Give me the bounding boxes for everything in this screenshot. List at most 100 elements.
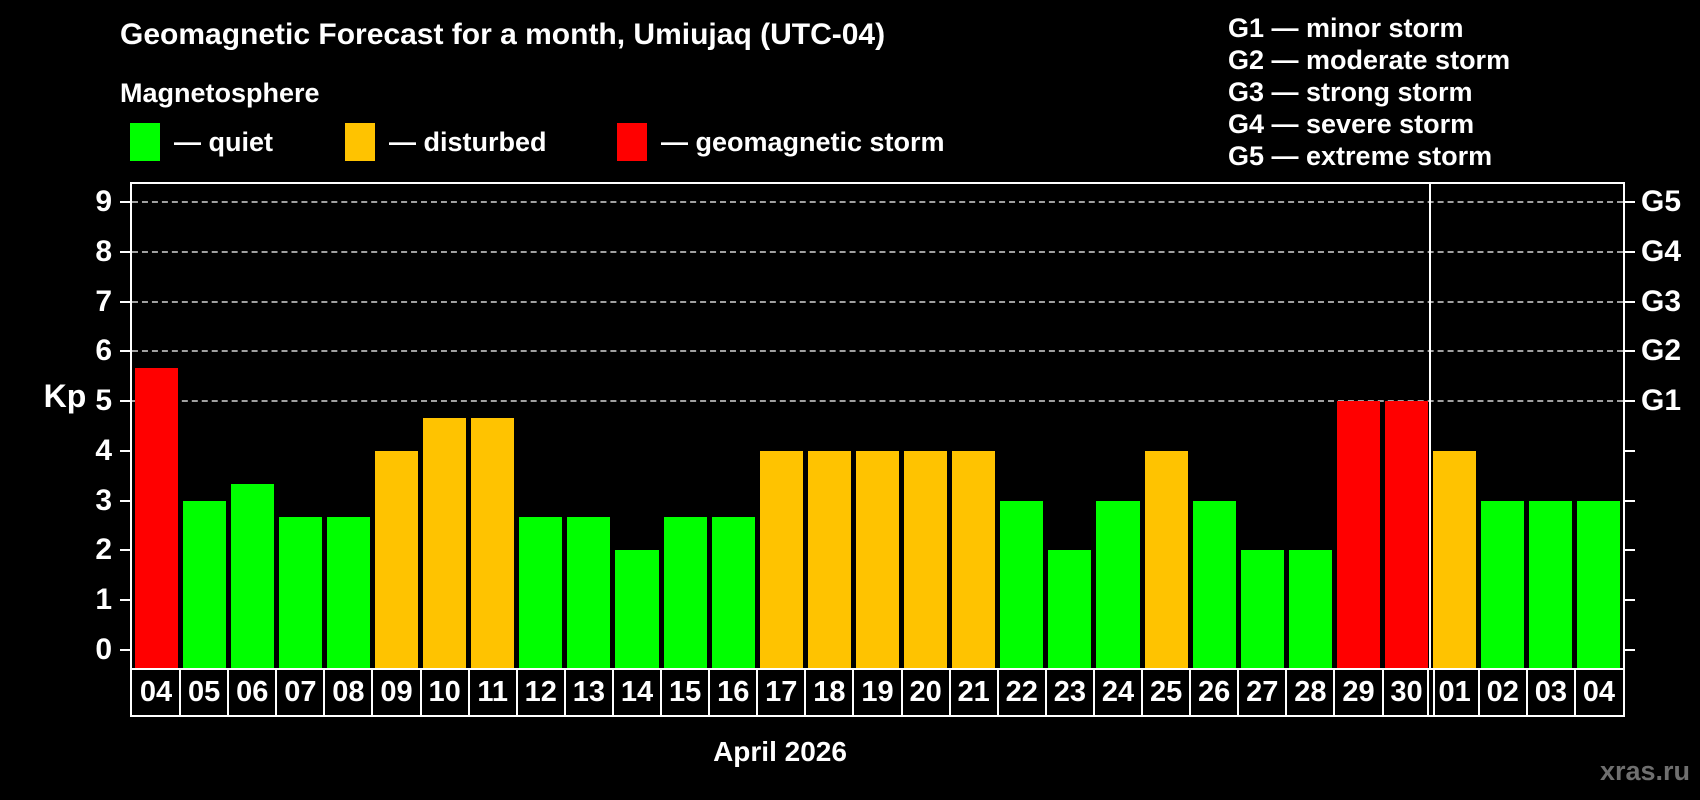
kp-bar-day-07 [278,517,322,668]
gridline-kp6 [132,350,1623,353]
kp-bar-day-05 [182,500,226,668]
day-label-27: 27 [1246,676,1279,708]
day-label-04: 04 [139,676,173,708]
day-label-21: 21 [957,676,990,708]
y-axis-label-0: 0 [95,633,112,666]
magnetosphere-label: Magnetosphere [120,78,320,108]
day-label-22: 22 [1005,676,1038,708]
day-label-04: 04 [1582,676,1616,708]
day-divider [1381,670,1384,715]
y-axis-label-3: 3 [95,483,112,517]
disturbed-color-swatch-icon [345,123,375,161]
g-legend-line-5: G5 — extreme storm [1228,141,1493,171]
g-scale-label-G4: G4 [1641,234,1682,268]
day-divider [515,670,518,715]
kp-bar-day-06 [230,484,274,668]
day-divider [1333,670,1336,715]
kp-bar-day-21 [952,450,996,668]
watermark: xras.ru [1599,756,1690,786]
y-axis-tick-left-9 [120,200,130,203]
day-label-12: 12 [524,676,557,708]
y-axis-label-7: 7 [95,284,112,318]
x-axis-day-labels: 04 05 06 07 08 09 10 11 12 13 14 15 16 17 18 19 20 21 22 23… [130,668,1625,717]
y-axis-title: Kp [43,378,87,414]
g-legend-line-1: G1 — minor storm [1228,13,1464,43]
legend-label-disturbed: — disturbed [389,126,547,157]
kp-bar-day-04 [134,367,178,668]
kp-bar-day-30 [1385,401,1429,668]
legend-label-storm: — geomagnetic storm [661,126,945,157]
kp-bar-day-13 [567,517,611,668]
day-divider [1477,670,1480,715]
day-divider [467,670,470,715]
gridline-kp7 [132,300,1623,303]
y-axis-tick-left-2 [120,549,130,552]
day-divider [1189,670,1192,715]
kp-bar-day-26 [1192,500,1236,668]
x-axis-title: April 2026 [713,736,847,767]
g-legend-line-4: G4 — severe storm [1228,109,1475,139]
g-scale-label-G3: G3 [1641,284,1682,318]
day-divider [1525,670,1528,715]
y-axis-tick-left-5 [120,400,130,403]
page-title: Geomagnetic Forecast for a month, Umiuja… [120,18,886,51]
y-axis-tick-right-6 [1625,350,1635,353]
day-divider [419,670,422,715]
y-axis-tick-left-1 [120,599,130,602]
kp-bar-day-28 [1288,550,1332,668]
day-divider [1044,670,1047,715]
day-divider [1092,670,1095,715]
day-label-11: 11 [477,676,509,708]
day-divider-month-boundary-0 [1426,670,1429,715]
kp-bar-day-27 [1240,550,1284,668]
y-axis-label-4: 4 [95,433,112,467]
legend-item-storm: — geomagnetic storm [617,121,945,163]
kp-bar-day-18 [807,450,851,668]
day-label-25: 25 [1149,676,1183,708]
y-axis-tick-left-0 [120,649,130,651]
kp-bar-day-20 [904,450,948,668]
day-divider [948,670,951,715]
day-divider [1285,670,1288,715]
g-scale-label-G1: G1 [1641,384,1682,418]
day-divider [900,670,903,715]
day-label-17: 17 [765,676,798,708]
quiet-color-swatch-icon [130,123,160,161]
kp-bar-day-25 [1144,450,1188,668]
day-divider [1141,670,1144,715]
gridline-kp5 [132,400,1623,403]
day-divider [804,670,807,715]
kp-bar-day-04 [1577,500,1621,668]
y-axis-label-6: 6 [95,334,112,368]
day-label-09: 09 [380,676,413,708]
day-label-16: 16 [717,676,750,708]
kp-bar-day-08 [326,517,370,668]
day-divider [852,670,855,715]
day-label-10: 10 [428,676,461,708]
kp-bar-day-12 [519,517,563,668]
day-label-13: 13 [572,676,606,708]
day-divider [996,670,999,715]
kp-bar-day-22 [1000,500,1044,668]
day-label-20: 20 [909,676,942,708]
g-legend-line-3: G3 — strong storm [1228,77,1473,107]
g-scale-legend: G1 — minor storm G2 — moderate storm G3 — … [1228,12,1510,172]
kp-bar-day-17 [759,450,803,668]
day-divider [179,670,182,715]
kp-bar-day-02 [1481,500,1525,668]
y-axis-tick-right-1 [1625,599,1635,602]
day-label-19: 19 [861,676,894,708]
plot-area [130,182,1625,668]
y-axis-label-9: 9 [95,184,112,218]
y-axis-label-8: 8 [95,234,112,268]
day-label-23: 23 [1053,676,1086,708]
kp-bar-day-03 [1529,500,1573,668]
y-axis-tick-left-4 [120,449,130,452]
y-axis-label-1: 1 [95,583,112,617]
y-axis-tick-left-6 [120,350,130,353]
y-axis-tick-right-3 [1625,499,1635,502]
month-separator-line [1428,184,1431,668]
y-axis-tick-right-2 [1625,549,1635,552]
day-label-02: 02 [1486,676,1519,708]
